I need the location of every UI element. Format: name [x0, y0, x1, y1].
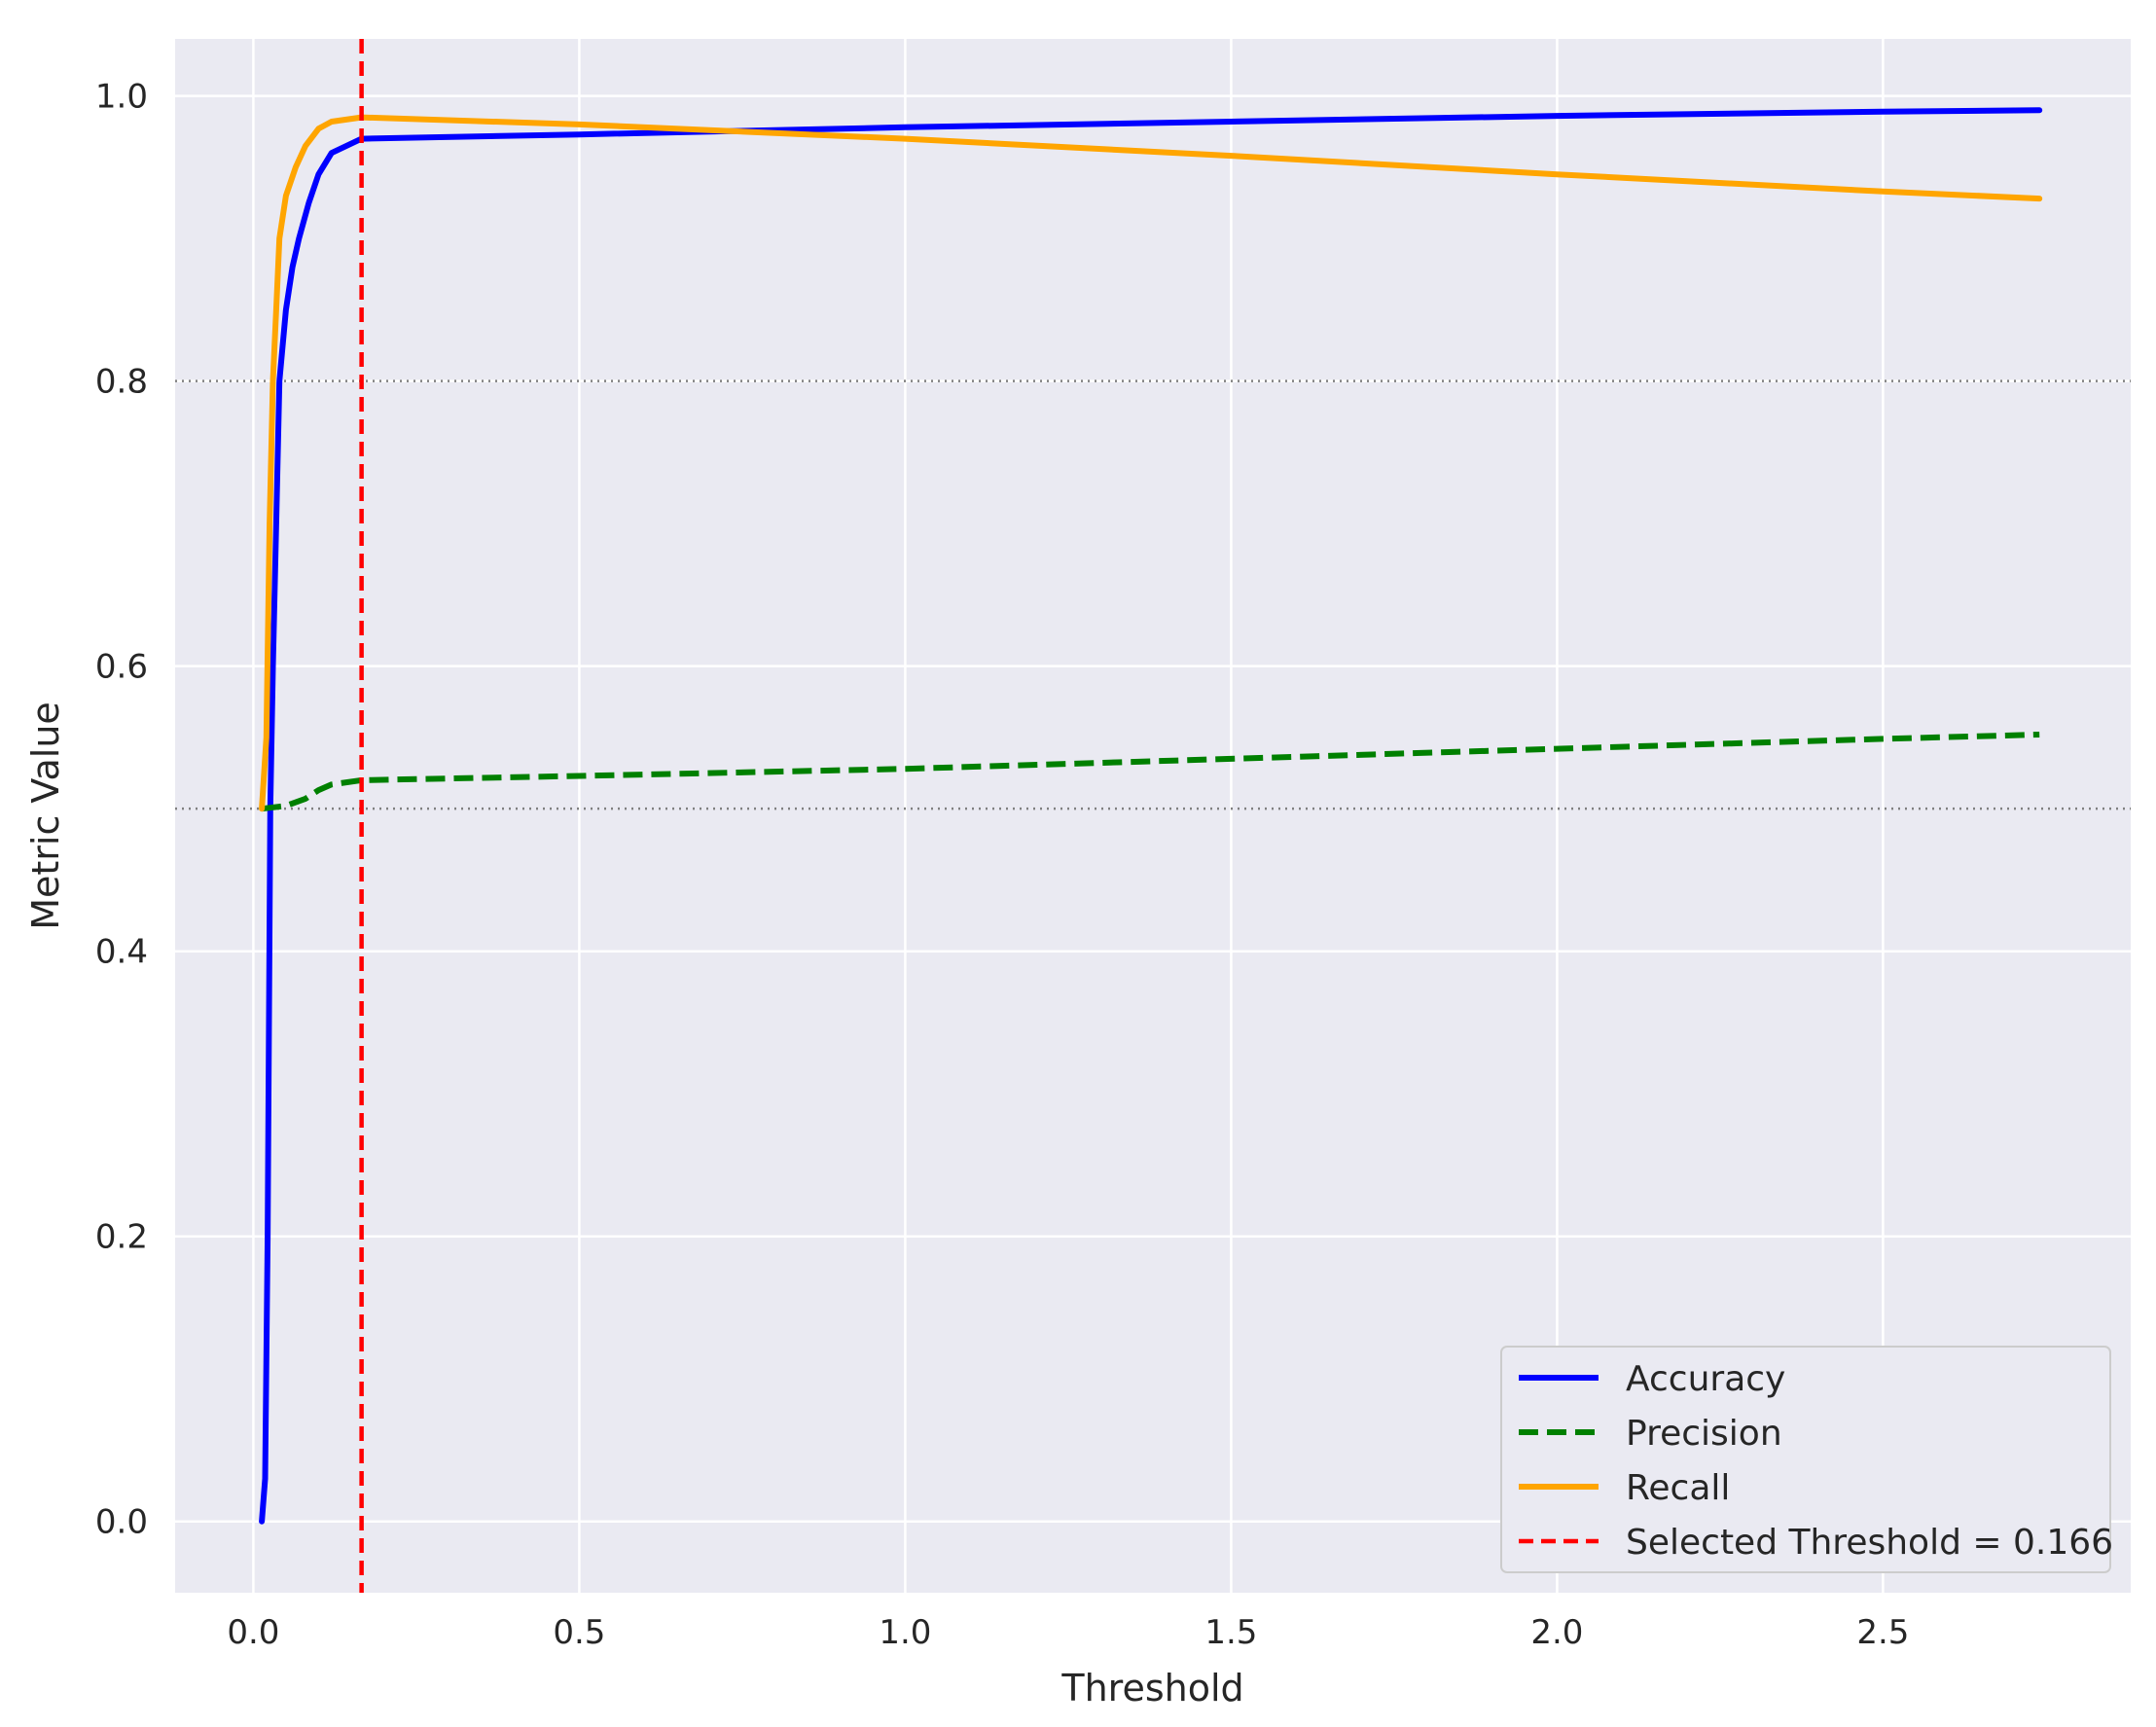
x-tick-label: 0.5: [553, 1613, 605, 1652]
y-tick-label: 0.8: [95, 363, 148, 402]
x-tick-label: 0.0: [227, 1613, 279, 1652]
y-tick-label: 0.0: [95, 1503, 148, 1542]
legend-label: Recall: [1626, 1468, 1730, 1508]
legend-box: [1500, 1346, 2111, 1573]
series-lines: [259, 107, 2043, 1525]
reference-lines: [175, 379, 2131, 810]
series-recall-line: [259, 114, 2043, 812]
series-accuracy-line: [259, 107, 2043, 1525]
series-precision-line: [261, 732, 2040, 812]
y-tick-label: 1.0: [95, 78, 148, 117]
y-tick-label: 0.2: [95, 1218, 148, 1257]
y-axis-label: Metric Value: [24, 702, 67, 930]
legend-label: Precision: [1626, 1414, 1782, 1454]
x-tick-label: 2.5: [1856, 1613, 1909, 1652]
legend: Accuracy Precision Recall Selected Threshol…: [1500, 1346, 2113, 1573]
x-tick-label: 2.0: [1530, 1613, 1583, 1652]
y-tick-label: 0.4: [95, 933, 148, 972]
x-tick-label: 1.0: [879, 1613, 931, 1652]
plot-area: [175, 39, 2131, 1593]
legend-label: Selected Threshold = 0.166: [1626, 1523, 2113, 1563]
tick-labels: 0.0 0.5 1.0 1.5 2.0 2.5 0.0 0.2 0.4 0.6 0.8 1.0: [95, 78, 1910, 1652]
y-tick-label: 0.6: [95, 648, 148, 687]
legend-label: Accuracy: [1626, 1359, 1785, 1399]
x-tick-label: 1.5: [1204, 1613, 1257, 1652]
legend-items: Accuracy Precision Recall Selected Threshol…: [1519, 1359, 2113, 1563]
x-axis-label: Threshold: [1060, 1667, 1243, 1709]
